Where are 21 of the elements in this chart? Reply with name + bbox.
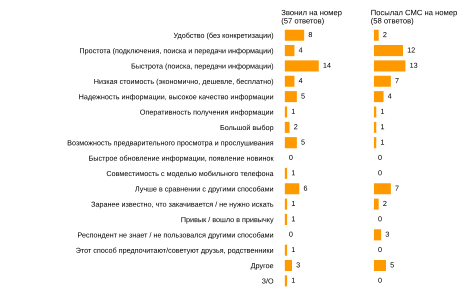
bar bbox=[284, 60, 319, 72]
bar bbox=[374, 260, 386, 272]
bar bbox=[374, 60, 406, 72]
bar bbox=[374, 106, 376, 118]
bar bbox=[374, 122, 376, 133]
bar bbox=[284, 45, 294, 56]
bar bbox=[374, 76, 391, 87]
bar bbox=[284, 91, 297, 102]
bar bbox=[284, 137, 297, 148]
bar bbox=[284, 183, 300, 194]
bar bbox=[374, 229, 382, 240]
bar bbox=[374, 45, 404, 56]
bar bbox=[284, 30, 304, 41]
bar bbox=[374, 183, 391, 194]
bar bbox=[284, 260, 292, 272]
bar bbox=[374, 91, 384, 102]
bar bbox=[374, 30, 379, 41]
bar bbox=[374, 198, 379, 210]
bar bbox=[284, 122, 290, 133]
bar bbox=[284, 76, 294, 87]
bar bbox=[374, 137, 376, 148]
